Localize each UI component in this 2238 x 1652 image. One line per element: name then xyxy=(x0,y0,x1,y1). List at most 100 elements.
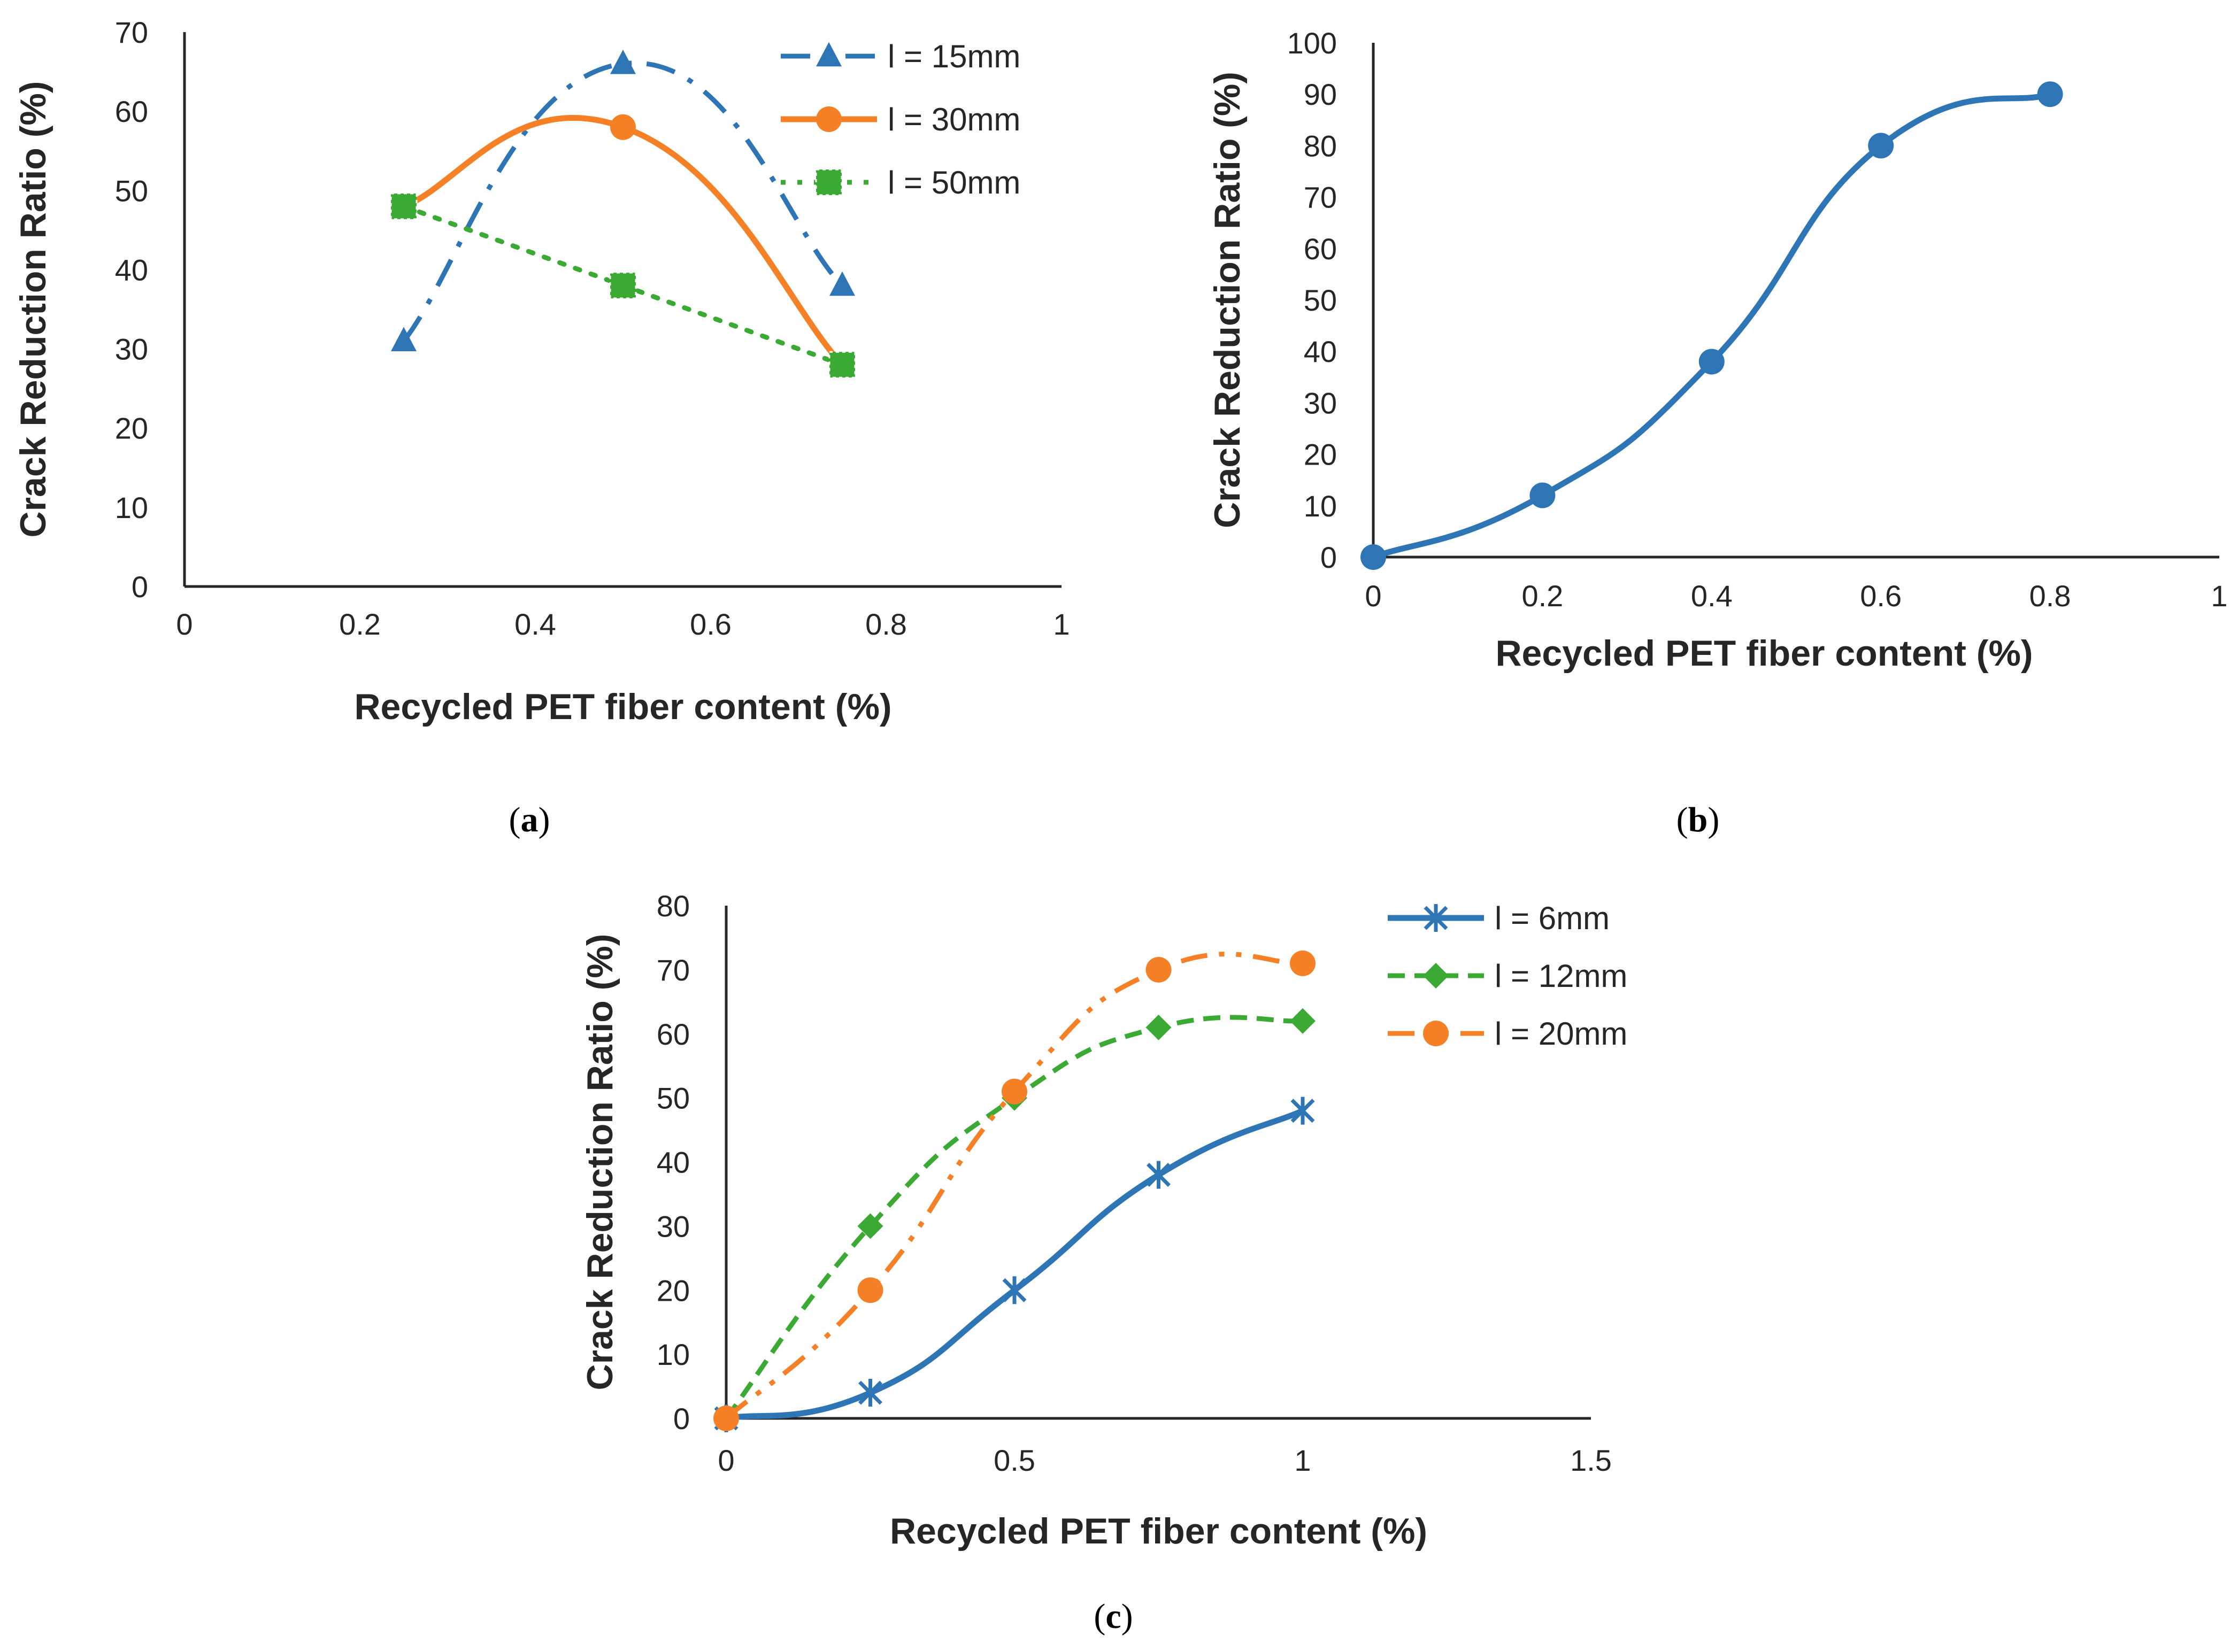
legend-swatch-marker xyxy=(1423,963,1449,989)
series-line xyxy=(1372,91,2051,560)
x-tick-label: 0.8 xyxy=(865,607,907,641)
x-tick-label: 0.8 xyxy=(2029,579,2071,613)
data-point xyxy=(828,351,856,379)
series-l-50mm xyxy=(390,192,856,379)
series-l-6mm xyxy=(714,1097,1315,1432)
data-point xyxy=(857,1277,883,1303)
y-tick-label: 50 xyxy=(657,1082,690,1115)
series-l-15mm xyxy=(391,49,855,351)
data-point xyxy=(1868,133,1894,159)
data-point xyxy=(858,1379,882,1407)
y-tick-label: 40 xyxy=(115,253,148,287)
data-point xyxy=(1290,950,1316,976)
y-tick-label: 10 xyxy=(657,1338,690,1371)
y-axis-title: Crack Reduction Ratio (%) xyxy=(1207,72,1248,528)
y-tick-label: 70 xyxy=(657,953,690,987)
data-point xyxy=(609,272,637,299)
caption-paren: ) xyxy=(1121,1597,1133,1636)
data-point xyxy=(1002,1276,1027,1304)
series-line xyxy=(724,1015,1303,1420)
legend-swatch-marker xyxy=(816,42,842,67)
legend-label: l = 30mm xyxy=(888,102,1020,137)
series-main xyxy=(1360,81,2063,570)
x-tick-label: 0.2 xyxy=(1521,579,1563,613)
panel-caption: (a) xyxy=(509,800,550,839)
legend-item: l = 12mm xyxy=(1388,958,1627,994)
x-tick-label: 0.5 xyxy=(994,1443,1035,1477)
y-tick-label: 30 xyxy=(1304,386,1337,420)
y-tick-label: 100 xyxy=(1287,26,1337,60)
legend-label: l = 6mm xyxy=(1495,900,1610,936)
legend-item: l = 15mm xyxy=(781,38,1020,74)
series-line xyxy=(725,952,1303,1421)
y-tick-label: 70 xyxy=(115,16,148,49)
panel-caption: (c) xyxy=(1094,1597,1133,1636)
x-tick-label: 1 xyxy=(2211,579,2227,613)
legend-label: l = 50mm xyxy=(888,165,1020,200)
y-tick-label: 20 xyxy=(115,412,148,445)
y-tick-label: 30 xyxy=(115,333,148,366)
legend-label: l = 20mm xyxy=(1495,1016,1627,1052)
data-point xyxy=(1360,544,1386,570)
y-tick-label: 10 xyxy=(1304,489,1337,523)
chart-panel-c: 0 0.5 1 1.5 0 10 20 30 40 50 60 70 80 Recycled PET fi… xyxy=(580,889,1627,1636)
caption-letter: b xyxy=(1688,800,1708,839)
legend-label: l = 12mm xyxy=(1495,958,1627,994)
legend-item: l = 20mm xyxy=(1388,1016,1627,1052)
x-axis-title: Recycled PET fiber content (%) xyxy=(354,686,891,727)
y-tick-label: 20 xyxy=(1304,438,1337,472)
data-point xyxy=(829,271,855,296)
y-tick-label: 0 xyxy=(132,570,148,604)
data-point xyxy=(610,49,636,74)
data-point xyxy=(391,327,417,351)
data-point xyxy=(1145,1014,1172,1040)
y-axis-title: Crack Reduction Ratio (%) xyxy=(580,934,620,1391)
x-tick-label: 0 xyxy=(1365,579,1381,613)
series-line xyxy=(402,60,844,343)
x-tick-label: 0 xyxy=(176,607,193,641)
data-point xyxy=(1290,1097,1315,1125)
y-tick-label: 70 xyxy=(1304,181,1337,214)
legend-swatch-marker xyxy=(816,106,842,132)
data-point xyxy=(390,192,418,220)
y-tick-label: 90 xyxy=(1304,78,1337,111)
data-point xyxy=(610,114,636,140)
x-tick-label: 0.6 xyxy=(690,607,732,641)
caption-letter: a xyxy=(521,800,539,839)
x-tick-label: 1.5 xyxy=(1570,1443,1612,1477)
legend-label: l = 15mm xyxy=(888,38,1020,74)
data-point xyxy=(1002,1078,1027,1105)
y-tick-label: 40 xyxy=(657,1146,690,1179)
caption-paren: ( xyxy=(1094,1597,1105,1636)
caption-paren: ( xyxy=(1676,800,1688,839)
series-l-20mm xyxy=(713,950,1316,1431)
y-tick-label: 60 xyxy=(115,95,148,128)
legend-item: l = 30mm xyxy=(781,102,1020,137)
legend-swatch-marker xyxy=(1424,904,1448,932)
legend-swatch-marker xyxy=(815,168,843,196)
data-point xyxy=(713,1406,739,1431)
series-l-12mm xyxy=(713,1008,1316,1431)
x-axis-title: Recycled PET fiber content (%) xyxy=(1495,633,2033,674)
x-tick-label: 0.6 xyxy=(1860,579,1902,613)
x-axis-title: Recycled PET fiber content (%) xyxy=(890,1511,1427,1551)
x-tick-label: 0.2 xyxy=(339,607,381,641)
y-tick-label: 50 xyxy=(115,174,148,207)
x-tick-label: 1 xyxy=(1294,1443,1311,1477)
y-tick-label: 40 xyxy=(1304,335,1337,368)
y-tick-label: 80 xyxy=(657,889,690,923)
legend-item: l = 50mm xyxy=(781,165,1020,200)
legend-item: l = 6mm xyxy=(1388,900,1610,936)
chart-panel-b: 0 0.2 0.4 0.6 0.8 10102030405060708090100Recy… xyxy=(1207,26,2228,839)
legend-swatch-marker xyxy=(1423,1021,1449,1046)
data-point xyxy=(1698,349,1725,375)
x-tick-label: 1 xyxy=(1053,607,1070,641)
legend: l = 15mm l = 30mm l = 50mm xyxy=(781,38,1020,200)
data-point xyxy=(1529,482,1556,508)
y-tick-label: 0 xyxy=(673,1402,690,1435)
caption-paren: ) xyxy=(539,800,550,839)
y-tick-label: 60 xyxy=(657,1017,690,1051)
y-tick-label: 50 xyxy=(1304,283,1337,317)
